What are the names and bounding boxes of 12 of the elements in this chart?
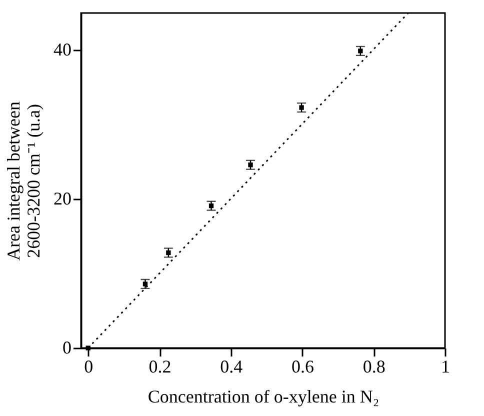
x-tick-label: 0.8 [362, 356, 386, 376]
x-axis-title: Concentration of o-xylene in N₂ [148, 386, 380, 406]
x-tick-label: 1 [441, 356, 450, 376]
y-tick-label: 0 [62, 338, 72, 358]
x-tick-label: 0.4 [220, 356, 243, 376]
y-tick-label: 20 [54, 188, 72, 209]
point [86, 346, 90, 350]
x-tick-label: 0.2 [148, 356, 172, 376]
y-axis-title: Area integral between 2600-3200 cm⁻¹ (u.a) [4, 102, 44, 260]
x-tick-label: 0.6 [292, 356, 314, 376]
x-tick-label: 0 [84, 356, 94, 376]
y-tick-label: 40 [54, 40, 72, 60]
